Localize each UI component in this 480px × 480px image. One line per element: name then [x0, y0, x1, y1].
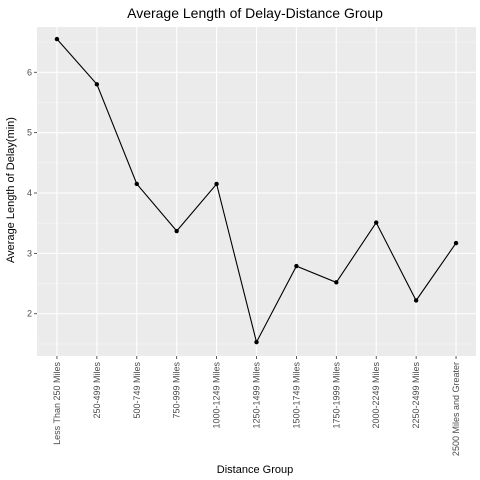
- data-point: [94, 82, 100, 87]
- x-tick-label: 750-999 Miles: [172, 362, 182, 419]
- x-tick-label: 2000-2249 Miles: [371, 362, 381, 429]
- x-tick-label: Less Than 250 Miles: [52, 362, 62, 445]
- data-point: [214, 181, 219, 187]
- x-tick-label: 2500 Miles and Greater: [451, 362, 461, 456]
- y-tick-label: 3: [27, 248, 32, 258]
- y-tick-label: 6: [27, 67, 32, 77]
- data-points: [54, 36, 459, 345]
- data-point: [334, 280, 339, 285]
- y-axis-ticks: 2 3 4 5 6: [27, 67, 37, 319]
- x-tick-label: 1500-1749 Miles: [291, 362, 301, 429]
- y-tick-label: 5: [27, 128, 32, 138]
- y-tick-label: 2: [27, 309, 32, 319]
- x-axis-title: Distance Group: [217, 464, 293, 476]
- data-point: [254, 339, 259, 345]
- y-tick-label: 4: [27, 188, 32, 198]
- data-point: [174, 228, 179, 234]
- x-tick-label: 2250-2499 Miles: [411, 362, 421, 429]
- major-gridlines: [37, 27, 476, 356]
- data-point: [134, 181, 139, 187]
- data-point: [294, 263, 299, 269]
- x-axis-ticks: Less Than 250 Miles 250-499 Miles 500-749 …: [52, 356, 461, 456]
- x-tick-label: 1000-1249 Miles: [212, 362, 222, 429]
- data-point: [413, 298, 419, 303]
- data-point: [453, 240, 459, 246]
- chart-title: Average Length of Delay-Distance Group: [127, 5, 383, 21]
- data-point: [374, 220, 379, 225]
- data-point: [54, 36, 60, 42]
- y-axis-title: Average Length of Delay(min): [5, 117, 17, 263]
- x-tick-label: 250-499 Miles: [92, 362, 102, 419]
- x-tick-label: 500-749 Miles: [132, 362, 142, 419]
- x-tick-label: 1750-1999 Miles: [331, 362, 341, 429]
- x-tick-label: 1250-1499 Miles: [252, 362, 262, 429]
